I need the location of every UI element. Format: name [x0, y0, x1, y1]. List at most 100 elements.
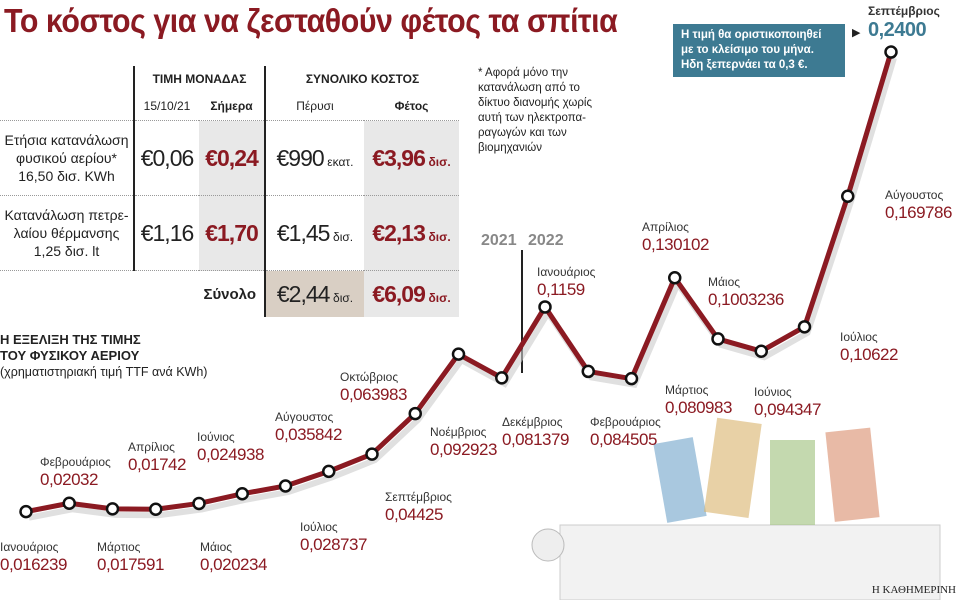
data-point: [19, 504, 33, 519]
cell: €2,13: [372, 219, 426, 246]
month-label: Ιούλιος: [840, 330, 878, 344]
table-row: Κατανάλωση πετρε-λαίου θέρμανσης 1,25 δι…: [0, 195, 459, 271]
month-label: Σεπτέμβριος: [385, 490, 452, 504]
month-label: Μάιος: [708, 275, 741, 289]
unit: δισ.: [428, 154, 451, 169]
unit: δισ.: [333, 290, 354, 305]
cell: €6,09: [372, 280, 426, 307]
cell: €1,16: [133, 195, 199, 271]
value-label: 0,01742: [128, 455, 186, 474]
value-label: 0,024938: [197, 445, 264, 464]
col-last-year: Πέρυσι: [264, 92, 364, 121]
chart-subtitle: Η ΕΞΕΛΙΞΗ ΤΗΣ ΤΙΜΗΣ ΤΟΥ ΦΥΣΙΚΟΥ ΑΕΡΙΟΥ (…: [0, 332, 207, 380]
month-label: Ιανουάριος: [0, 540, 59, 554]
value-label: 0,063983: [340, 385, 407, 404]
value-label: 0,028737: [300, 535, 367, 554]
data-point: [322, 464, 336, 479]
data-point: [884, 45, 898, 59]
col-today: Σήμερα: [210, 99, 253, 113]
value-label: 0,094347: [754, 400, 821, 419]
year-label-2022: 2022: [528, 232, 564, 249]
unit: δισ.: [333, 229, 354, 244]
data-point: [149, 502, 163, 516]
data-point: [841, 189, 855, 204]
data-point: [495, 371, 509, 385]
row-label: Κατανάλωση πετρε-λαίου θέρμανσης 1,25 δι…: [0, 195, 134, 271]
month-label: Αύγουστος: [885, 188, 944, 202]
cell: €0,24: [199, 120, 265, 196]
data-point: [754, 344, 768, 358]
table-row: Ετήσια κατανάλωση φυσικού αερίου* 16,50 …: [0, 120, 459, 196]
unit: εκατ.: [327, 154, 354, 169]
data-point: [105, 502, 120, 516]
year-label-2021: 2021: [481, 232, 517, 249]
data-point: [235, 487, 249, 501]
unit: δισ.: [428, 229, 451, 244]
value-label: 0,020234: [200, 555, 267, 574]
cell: €990: [276, 144, 324, 171]
month-label: Φεβρουάριος: [40, 455, 111, 469]
month-label: Φεβρουάριος: [590, 415, 661, 429]
value-label: 0,130102: [642, 235, 709, 254]
subtitle-note: (χρηματιστηριακή τιμή TTF ανά KWh): [0, 365, 208, 379]
data-point: [278, 479, 293, 493]
data-point: [538, 300, 552, 314]
value-label: 0,1003236: [708, 290, 784, 309]
value-label: 0,081379: [502, 430, 569, 449]
value-label: 0,016239: [0, 555, 67, 574]
data-point: [668, 271, 682, 285]
value-label: 0,084505: [590, 430, 657, 449]
data-point: [365, 447, 379, 461]
month-label: Απρίλιος: [642, 220, 689, 234]
row-label: Ετήσια κατανάλωση φυσικού αερίου* 16,50 …: [0, 120, 134, 196]
unit: δισ.: [428, 290, 451, 305]
month-label: Νοέμβριος: [430, 425, 487, 439]
month-label: Απρίλιος: [128, 440, 175, 454]
month-label: Ιανουάριος: [537, 265, 596, 279]
value-label: 0,2400: [868, 19, 927, 41]
month-label: Μάρτιος: [97, 540, 141, 554]
header-total-cost: ΣΥΝΟΛΙΚΟ ΚΟΣΤΟΣ: [264, 66, 459, 92]
footnote: * Αφορά μόνο την κατανάλωση από το δίκτυ…: [478, 67, 592, 154]
data-point: [408, 406, 422, 421]
value-label: 0,035842: [275, 425, 342, 444]
credit: Η ΚΑΘΗΜΕΡΙΝΗ: [871, 584, 956, 596]
arrow-right-icon: ▶: [852, 27, 861, 39]
cell: €0,06: [133, 120, 199, 196]
value-label: 0,1159: [537, 280, 585, 299]
value-label: 0,04425: [385, 505, 443, 524]
value-label: 0,080983: [665, 398, 732, 417]
month-label: Οκτώβριος: [340, 370, 399, 384]
value-label: 0,092923: [430, 440, 497, 459]
data-point: [451, 347, 466, 361]
cost-table: ΤΙΜΗ ΜΟΝΑΔΑΣ ΣΥΝΟΛΙΚΟ ΚΟΣΤΟΣ 15/10/21 Σήμε…: [0, 66, 459, 317]
total-label: Σύνολο: [0, 270, 265, 317]
value-label: 0,017591: [97, 555, 164, 574]
data-point: [581, 364, 595, 379]
month-label: Δεκέμβριος: [502, 415, 563, 429]
month-label: Ιούνιος: [197, 430, 235, 444]
value-label: 0,02032: [40, 470, 98, 489]
data-point: [62, 496, 76, 511]
value-label: 0,10622: [840, 345, 898, 364]
month-label: Ιούλιος: [300, 520, 338, 534]
cell: €2,44: [276, 280, 331, 307]
header-unit-price: ΤΙΜΗ ΜΟΝΑΔΑΣ: [133, 66, 265, 92]
month-label: Ιούνιος: [754, 385, 792, 399]
col-date: 15/10/21: [133, 92, 199, 121]
data-point: [711, 332, 725, 346]
callout-box: Η τιμή θα οριστικοποιηθεί με το κλείσιμο…: [673, 24, 845, 77]
subtitle-line: Η ΕΞΕΛΙΞΗ ΤΗΣ ΤΙΜΗΣ: [0, 332, 141, 347]
data-point: [624, 371, 639, 386]
cell: €1,70: [199, 195, 265, 271]
month-label: Σεπτέμβριος: [868, 4, 940, 18]
radiator-illustration: [531, 417, 941, 600]
subtitle-line: ΤΟΥ ΦΥΣΙΚΟΥ ΑΕΡΙΟΥ: [0, 348, 140, 363]
month-label: Μάιος: [200, 540, 233, 554]
total-row: Σύνολο €2,44 δισ. €6,09 δισ.: [0, 270, 459, 317]
cell: €1,45: [276, 219, 331, 246]
col-this-year: Φέτος: [394, 99, 429, 113]
cell: €3,96: [372, 144, 426, 171]
month-label: Μάρτιος: [665, 383, 709, 397]
